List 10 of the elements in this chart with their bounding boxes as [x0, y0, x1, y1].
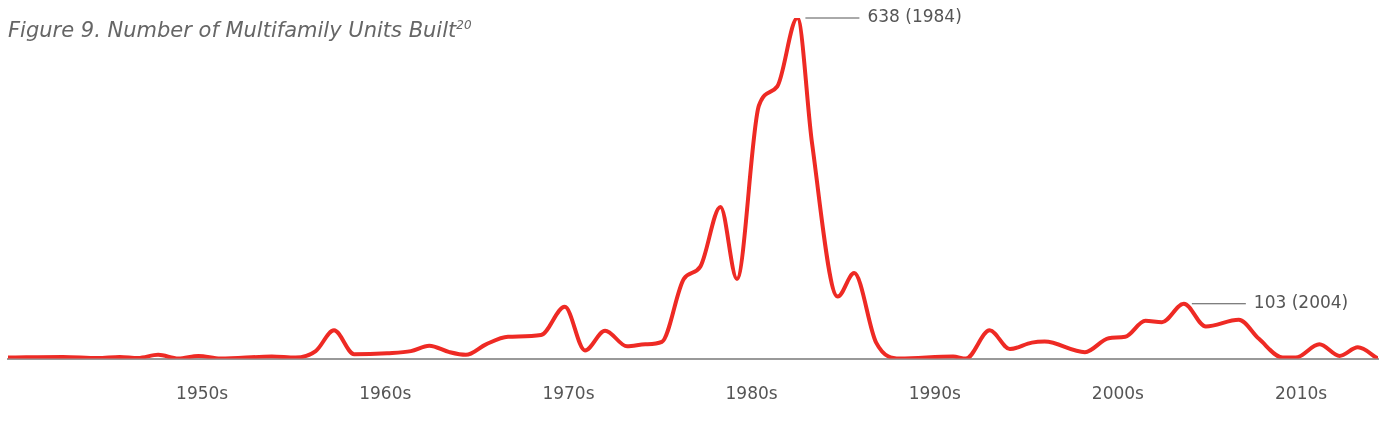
annotation: 103 (2004): [1253, 292, 1349, 313]
x-tick-label: 1960s: [359, 383, 412, 404]
x-tick-label: 1980s: [725, 383, 778, 404]
x-tick-label: 1970s: [542, 383, 595, 404]
annotation: 638 (1984): [867, 6, 962, 27]
x-tick-label: 1990s: [908, 383, 961, 404]
chart-title: Figure 9. Number of Multifamily Units Built$^{20}$: [8, 18, 472, 42]
x-tick-label: 2010s: [1275, 383, 1328, 404]
x-tick-label: 2000s: [1091, 383, 1145, 404]
x-tick-label: 1950s: [176, 383, 229, 404]
